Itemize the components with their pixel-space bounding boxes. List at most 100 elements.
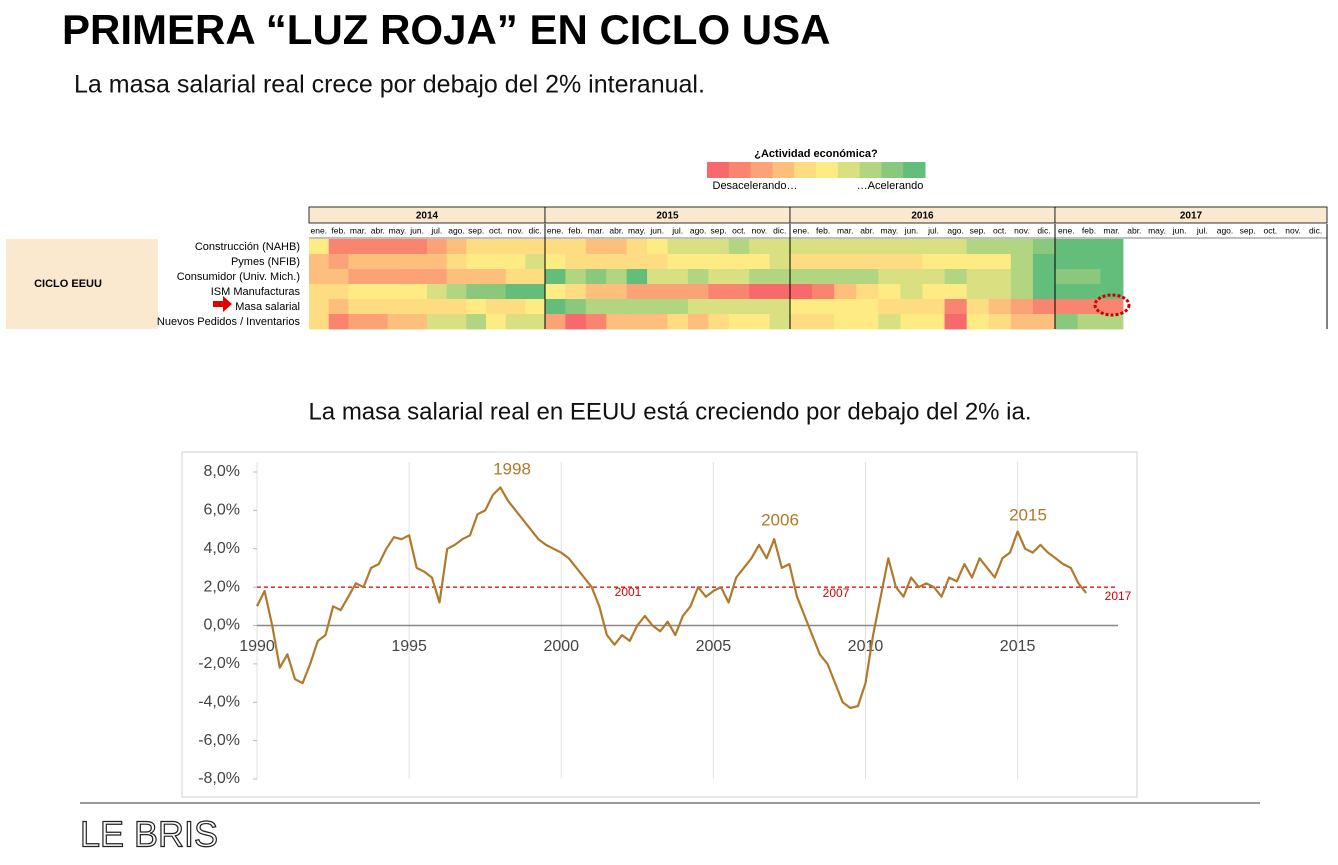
year-label: 2014 [416, 211, 439, 222]
heat-cell [708, 314, 730, 330]
heat-cell [900, 314, 923, 330]
month-label: sep. [468, 225, 484, 235]
heat-cell [790, 269, 813, 285]
heat-cell [328, 314, 349, 330]
heat-cell [525, 314, 546, 330]
heat-cell [769, 314, 791, 330]
heat-cell [348, 314, 369, 330]
heat-cell [387, 314, 408, 330]
month-label: nov. [752, 225, 767, 235]
heat-cell [486, 284, 507, 300]
heat-cell [900, 284, 923, 300]
heat-cell [708, 254, 730, 270]
heat-cell [626, 254, 648, 270]
heat-cell [687, 299, 709, 315]
y-tick-label: 0,0% [204, 617, 240, 634]
heat-cell [966, 284, 990, 300]
x-tick-label: 1990 [239, 638, 275, 655]
y-tick-label: -2,0% [198, 655, 240, 672]
heat-cell [486, 254, 507, 270]
heat-cell [1077, 299, 1101, 315]
month-label: ago. [690, 225, 707, 235]
month-label: ago. [1217, 225, 1234, 235]
month-label: jul. [1196, 225, 1208, 235]
month-label: mar. [588, 225, 605, 235]
heat-cell [545, 284, 566, 300]
heat-cell [1032, 299, 1056, 315]
heat-cell [486, 239, 507, 255]
heat-cell [790, 239, 813, 255]
heat-cell [728, 284, 750, 300]
month-label: feb. [816, 225, 830, 235]
heat-cell [407, 299, 428, 315]
heat-cell [446, 269, 467, 285]
heat-cell [988, 254, 1012, 270]
heat-cell [565, 284, 587, 300]
legend-swatch [707, 162, 730, 178]
month-label: abr. [1127, 225, 1141, 235]
heat-cell [328, 284, 349, 300]
heat-cell [687, 284, 709, 300]
heat-cell [525, 239, 546, 255]
heat-cell [606, 239, 628, 255]
legend-title: ¿Actividad económica? [754, 148, 878, 160]
heat-cell [606, 284, 628, 300]
heat-cell [878, 314, 901, 330]
heat-cell [427, 299, 448, 315]
month-label: ene. [547, 225, 564, 235]
annotation: 2007 [823, 586, 850, 600]
heat-cell [812, 284, 835, 300]
month-label: feb. [569, 225, 583, 235]
heat-cell [606, 269, 628, 285]
heat-cell [387, 239, 408, 255]
month-label: may. [880, 225, 898, 235]
month-label: oct. [489, 225, 503, 235]
heat-cell [812, 254, 835, 270]
month-label: oct. [1263, 225, 1277, 235]
heat-cell [466, 254, 487, 270]
month-label: nov. [1285, 225, 1300, 235]
heat-cell [790, 314, 813, 330]
heat-cell [585, 254, 607, 270]
month-label: abr. [371, 225, 385, 235]
month-label: oct. [993, 225, 1007, 235]
heat-cell [667, 314, 689, 330]
legend-swatch [816, 162, 839, 178]
heat-cell [486, 269, 507, 285]
legend-swatch [881, 162, 904, 178]
month-label: jun. [649, 225, 664, 235]
heat-cell [769, 284, 791, 300]
heat-cell [1010, 254, 1034, 270]
heat-cell [1077, 239, 1101, 255]
heat-cell [769, 299, 791, 315]
series-line [256, 486, 1087, 710]
heat-cell [505, 269, 526, 285]
heat-cell [1032, 284, 1056, 300]
x-tick-label: 2005 [696, 638, 732, 655]
heat-cell [1032, 314, 1056, 330]
heat-cell [667, 284, 689, 300]
y-tick-label: 2,0% [204, 578, 240, 595]
month-label: ene. [311, 225, 328, 235]
heat-cell [944, 239, 968, 255]
heat-cell [626, 314, 648, 330]
heat-cell [387, 254, 408, 270]
month-label: abr. [860, 225, 874, 235]
heat-cell [812, 239, 835, 255]
highlight-ring [1093, 293, 1131, 317]
y-tick-label: 4,0% [204, 540, 240, 557]
row-label: Consumidor (Univ. Mich.) [177, 271, 300, 283]
heat-cell [328, 254, 349, 270]
heat-cell [769, 239, 791, 255]
heat-cell [407, 314, 428, 330]
heat-cell [328, 299, 349, 315]
month-label: dic. [1037, 225, 1050, 235]
heat-cell [368, 254, 389, 270]
month-label: jun. [1172, 225, 1187, 235]
annotation: 2001 [615, 585, 642, 599]
heat-cell [1010, 299, 1034, 315]
heat-cell [585, 284, 607, 300]
heat-cell [667, 299, 689, 315]
heat-cell [647, 254, 668, 270]
